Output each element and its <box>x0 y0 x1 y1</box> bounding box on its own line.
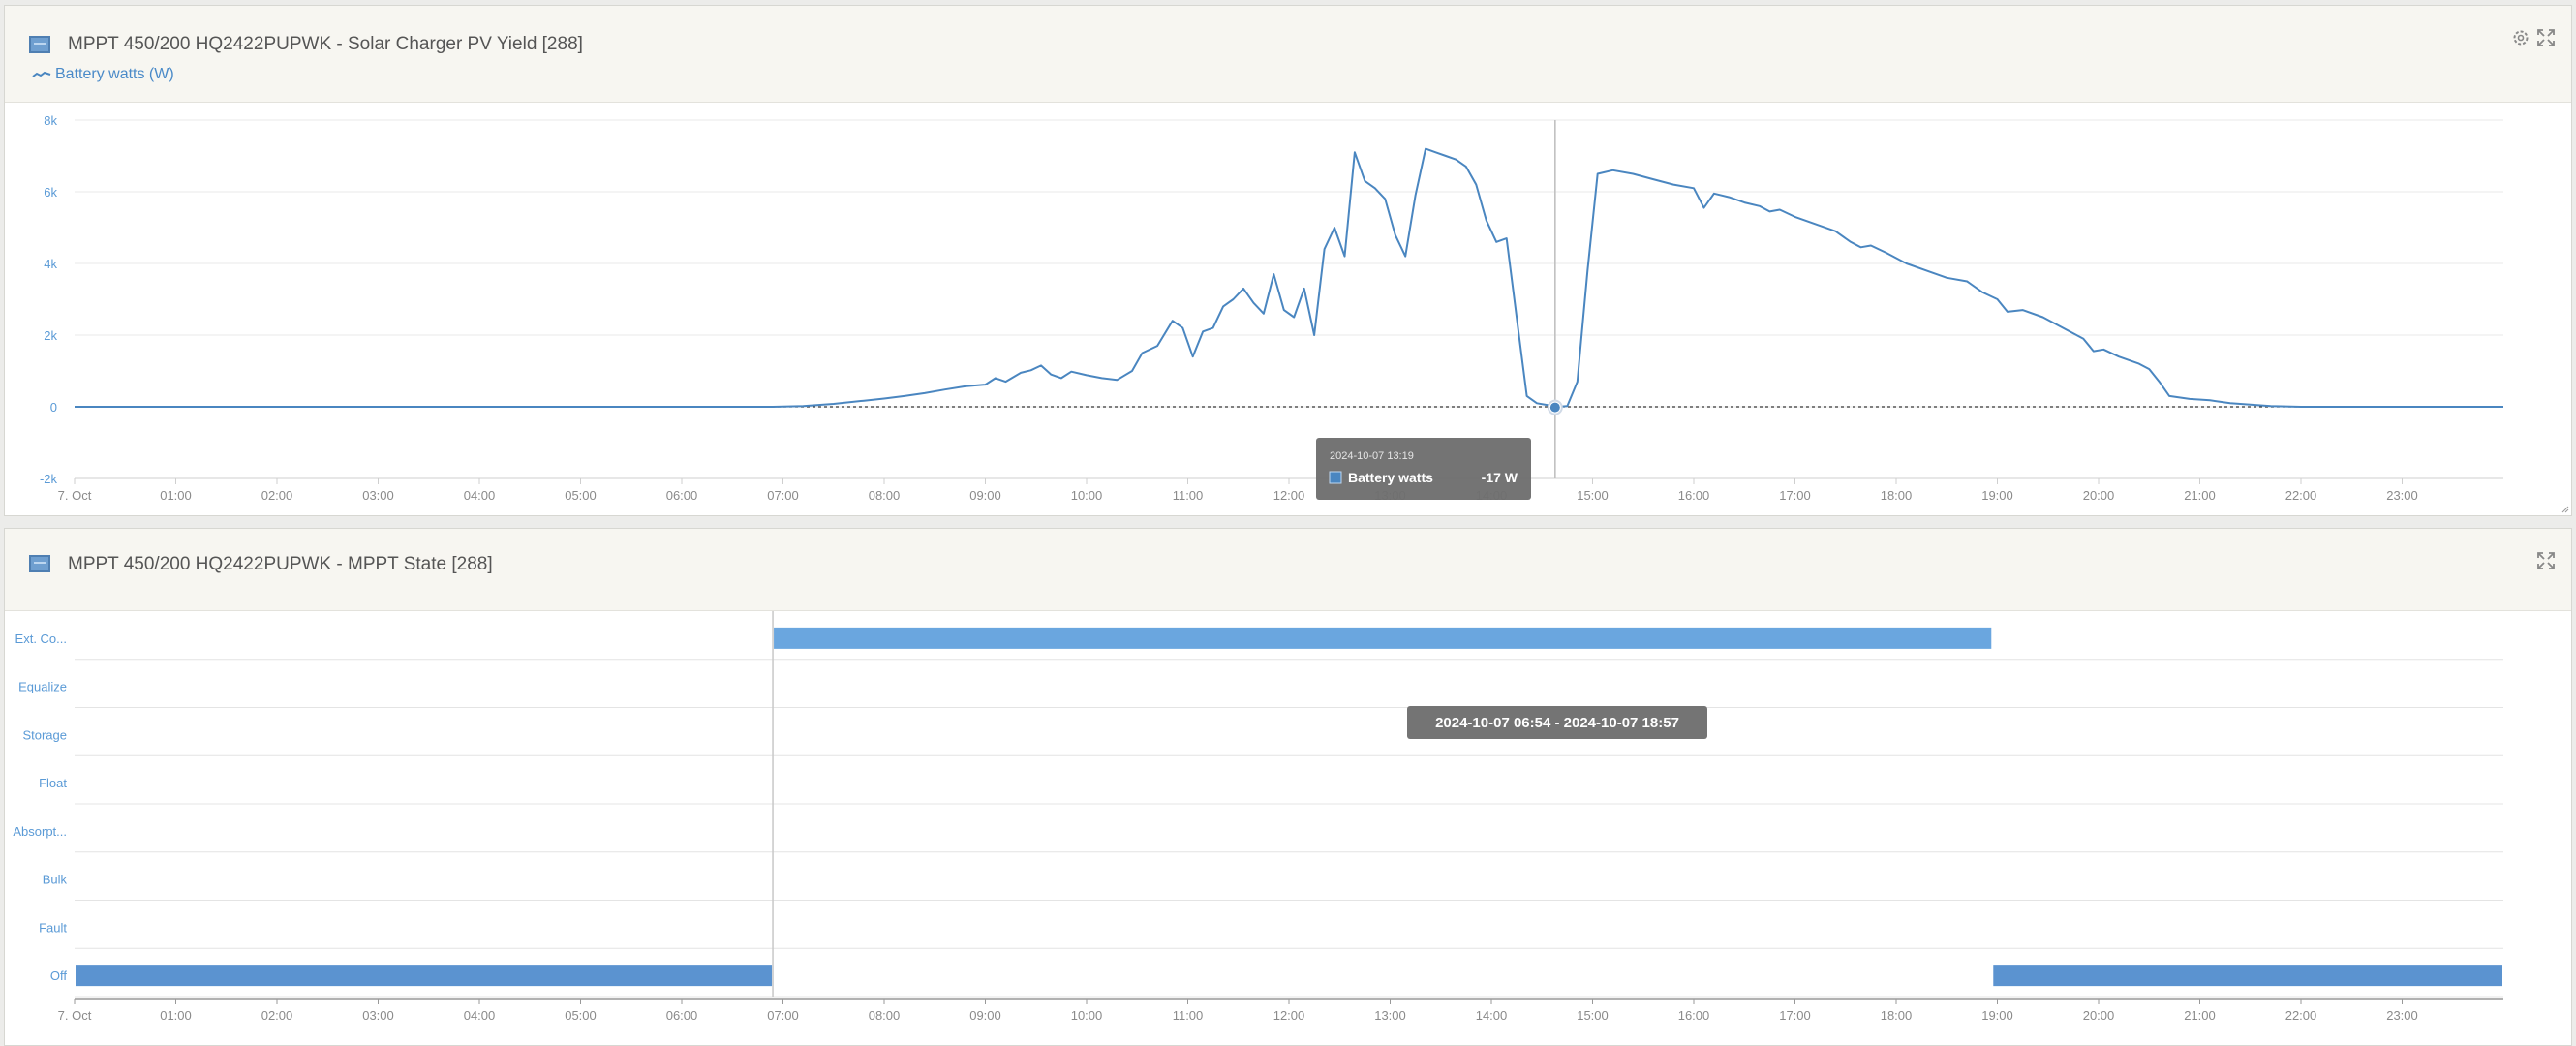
pv-yield-title: MPPT 450/200 HQ2422PUPWK - Solar Charger… <box>68 34 583 54</box>
x-tick-label: 20:00 <box>2083 1008 2115 1023</box>
x-tick-label: 18:00 <box>1881 488 1913 503</box>
category-label: Storage <box>22 727 67 742</box>
tooltip: 2024-10-07 13:19 Battery watts -17 W <box>1316 438 1531 500</box>
pv-yield-header: MPPT 450/200 HQ2422PUPWK - Solar Charger… <box>5 6 2571 103</box>
x-tick-label: 06:00 <box>666 1008 698 1023</box>
x-tick-label: 17:00 <box>1779 1008 1811 1023</box>
x-tick-label: 02:00 <box>261 488 293 503</box>
pv-yield-chart[interactable]: 8k 6k 4k 2k 0 -2k7. Oct 01:00 02:00 03:00 04:00 05… <box>5 103 2571 511</box>
tooltip-box <box>1407 706 1707 739</box>
x-tick-label: 05:00 <box>565 1008 597 1023</box>
category-label: Fault <box>39 920 67 935</box>
x-tick-label: 11:00 <box>1173 488 1204 503</box>
category-label: Ext. Co... <box>15 631 67 646</box>
x-tick-label: 14:00 <box>1476 1008 1508 1023</box>
highlight-point <box>1549 402 1560 413</box>
x-tick-label: 12:00 <box>1273 1008 1305 1023</box>
state-bar <box>774 627 1992 649</box>
x-tick-label: 08:00 <box>869 1008 901 1023</box>
mppt-state-header: MPPT 450/200 HQ2422PUPWK - MPPT State [2… <box>5 529 2571 611</box>
x-tick-label: 15:00 <box>1577 488 1609 503</box>
x-tick-label: 16:00 <box>1678 488 1710 503</box>
gear-icon[interactable] <box>2511 28 2530 47</box>
x-tick-label: 04:00 <box>464 488 496 503</box>
x-tick-label: 21:00 <box>2184 488 2216 503</box>
x-tick-label: 09:00 <box>969 1008 1001 1023</box>
x-tick-label: 22:00 <box>2285 1008 2317 1023</box>
tooltip-value: -17 W <box>1482 470 1518 485</box>
state-bar <box>1993 965 2502 987</box>
category-label: Off <box>50 969 67 983</box>
x-tick-label: 10:00 <box>1071 1008 1103 1023</box>
x-tick-label: 23:00 <box>2386 1008 2418 1023</box>
tooltip-range: 2024-10-07 06:54 - 2024-10-07 18:57 <box>1435 715 1679 731</box>
mppt-state-chart[interactable]: Ext. Co... Equalize Storage Float Absorpt...… <box>5 611 2571 1045</box>
tooltip-time: 2024-10-07 13:19 <box>1330 450 1414 462</box>
mppt-state-title: MPPT 450/200 HQ2422PUPWK - MPPT State [2… <box>68 554 493 574</box>
line-series-icon <box>32 71 51 77</box>
x-tick-label: 04:00 <box>464 1008 496 1023</box>
x-tick-label: 12:00 <box>1273 488 1305 503</box>
x-tick-label: 22:00 <box>2285 488 2317 503</box>
x-tick-label: 06:00 <box>666 488 698 503</box>
x-tick-label: 03:00 <box>362 1008 394 1023</box>
series-line-battery-watts <box>75 147 2503 408</box>
x-tick-label: 10:00 <box>1071 488 1103 503</box>
tooltip: 2024-10-07 06:54 - 2024-10-07 18:57 <box>1407 706 1707 739</box>
pv-yield-panel: MPPT 450/200 HQ2422PUPWK - Solar Charger… <box>4 5 2572 516</box>
resize-grip-icon[interactable] <box>2561 506 2569 513</box>
x-tick-label: 13:00 <box>1374 1008 1406 1023</box>
category-label: Equalize <box>18 680 67 694</box>
x-tick-label: 09:00 <box>969 488 1001 503</box>
x-tick-label: 07:00 <box>767 1008 799 1023</box>
category-label: Bulk <box>43 873 68 887</box>
legend-battery-watts[interactable]: Battery watts (W) <box>32 66 174 83</box>
x-tick-label: 19:00 <box>1981 1008 2013 1023</box>
y-tick-label: 6k <box>44 185 57 200</box>
x-tick-label: 18:00 <box>1881 1008 1913 1023</box>
y-tick-label: -2k <box>40 472 58 486</box>
x-tick-label: 19:00 <box>1981 488 2013 503</box>
y-tick-label: 4k <box>44 257 57 271</box>
x-tick-label: 17:00 <box>1779 488 1811 503</box>
x-tick-label: 15:00 <box>1577 1008 1609 1023</box>
x-tick-label: 05:00 <box>565 488 597 503</box>
x-tick-label: 01:00 <box>160 488 192 503</box>
y-tick-label: 0 <box>50 400 57 415</box>
tooltip-series: Battery watts <box>1348 470 1433 485</box>
state-bar <box>76 965 773 987</box>
tooltip-box <box>1316 438 1531 500</box>
x-tick-label: 03:00 <box>362 488 394 503</box>
y-tick-label: 8k <box>44 113 57 128</box>
x-tick-label: 7. Oct <box>58 1008 92 1023</box>
y-tick-label: 2k <box>44 328 57 343</box>
chart-icon <box>29 36 50 53</box>
mppt-state-panel: MPPT 450/200 HQ2422PUPWK - MPPT State [2… <box>4 528 2572 1046</box>
category-label: Absorpt... <box>13 824 67 839</box>
x-tick-label: 7. Oct <box>58 488 92 503</box>
x-tick-label: 02:00 <box>261 1008 293 1023</box>
category-label: Float <box>39 776 67 790</box>
x-tick-label: 11:00 <box>1173 1008 1204 1023</box>
expand-icon[interactable] <box>2536 28 2556 47</box>
legend-label: Battery watts (W) <box>55 66 174 82</box>
x-tick-label: 23:00 <box>2386 488 2418 503</box>
x-tick-label: 16:00 <box>1678 1008 1710 1023</box>
x-tick-label: 20:00 <box>2083 488 2115 503</box>
x-tick-label: 07:00 <box>767 488 799 503</box>
tooltip-swatch <box>1329 471 1342 484</box>
chart-icon <box>29 555 50 572</box>
x-tick-label: 08:00 <box>869 488 901 503</box>
x-tick-label: 21:00 <box>2184 1008 2216 1023</box>
x-tick-label: 01:00 <box>160 1008 192 1023</box>
expand-icon[interactable] <box>2536 551 2556 570</box>
